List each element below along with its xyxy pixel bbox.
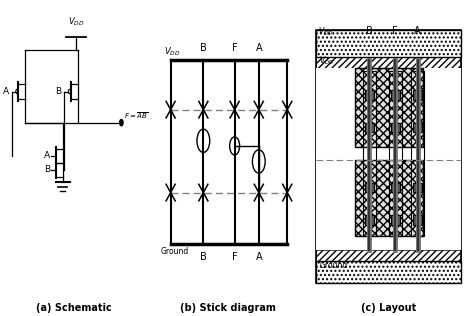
Bar (391, 215, 400, 225)
Text: $F=\overline{AB}$: $F=\overline{AB}$ (124, 111, 148, 121)
Bar (363, 70, 376, 236)
Circle shape (119, 119, 123, 126)
Text: F: F (232, 252, 237, 262)
Text: Ground: Ground (319, 261, 347, 270)
Text: F: F (392, 26, 398, 36)
Bar (316, 30, 461, 57)
Text: (a) Schematic: (a) Schematic (36, 303, 111, 313)
Text: B: B (200, 43, 207, 53)
Text: $V_{DD}$: $V_{DD}$ (318, 26, 333, 38)
Bar (413, 123, 422, 132)
Bar (411, 70, 424, 236)
Text: B: B (55, 87, 62, 96)
Bar (316, 30, 461, 57)
Bar (355, 68, 422, 147)
Bar (391, 183, 400, 192)
Bar (365, 90, 374, 100)
Text: A: A (414, 26, 421, 36)
Text: F: F (232, 43, 237, 53)
Bar (365, 215, 374, 225)
Bar (413, 215, 422, 225)
Text: $V_{DD}$: $V_{DD}$ (68, 15, 84, 28)
Bar (316, 261, 461, 283)
Bar (355, 160, 422, 236)
Text: $V_{DD}$: $V_{DD}$ (319, 54, 335, 67)
Bar (316, 68, 461, 250)
Text: A: A (44, 151, 50, 160)
Bar (355, 160, 422, 236)
Text: B: B (200, 252, 207, 262)
Bar (316, 261, 461, 283)
Bar (413, 183, 422, 192)
Bar (365, 183, 374, 192)
Bar (365, 123, 374, 132)
Text: A: A (255, 43, 262, 53)
Bar (355, 68, 422, 147)
Bar (391, 90, 400, 100)
Text: B: B (366, 26, 373, 36)
Text: Ground: Ground (161, 247, 189, 256)
Bar (316, 250, 461, 261)
Text: (c) Layout: (c) Layout (361, 303, 416, 313)
Text: A: A (255, 252, 262, 262)
Bar (391, 123, 400, 132)
Bar (316, 57, 461, 68)
Text: B: B (44, 165, 50, 174)
Text: $V_{DD}$: $V_{DD}$ (164, 45, 180, 58)
Bar (413, 90, 422, 100)
Bar (389, 70, 401, 236)
Text: A: A (3, 87, 9, 96)
Text: (b) Stick diagram: (b) Stick diagram (180, 303, 275, 313)
